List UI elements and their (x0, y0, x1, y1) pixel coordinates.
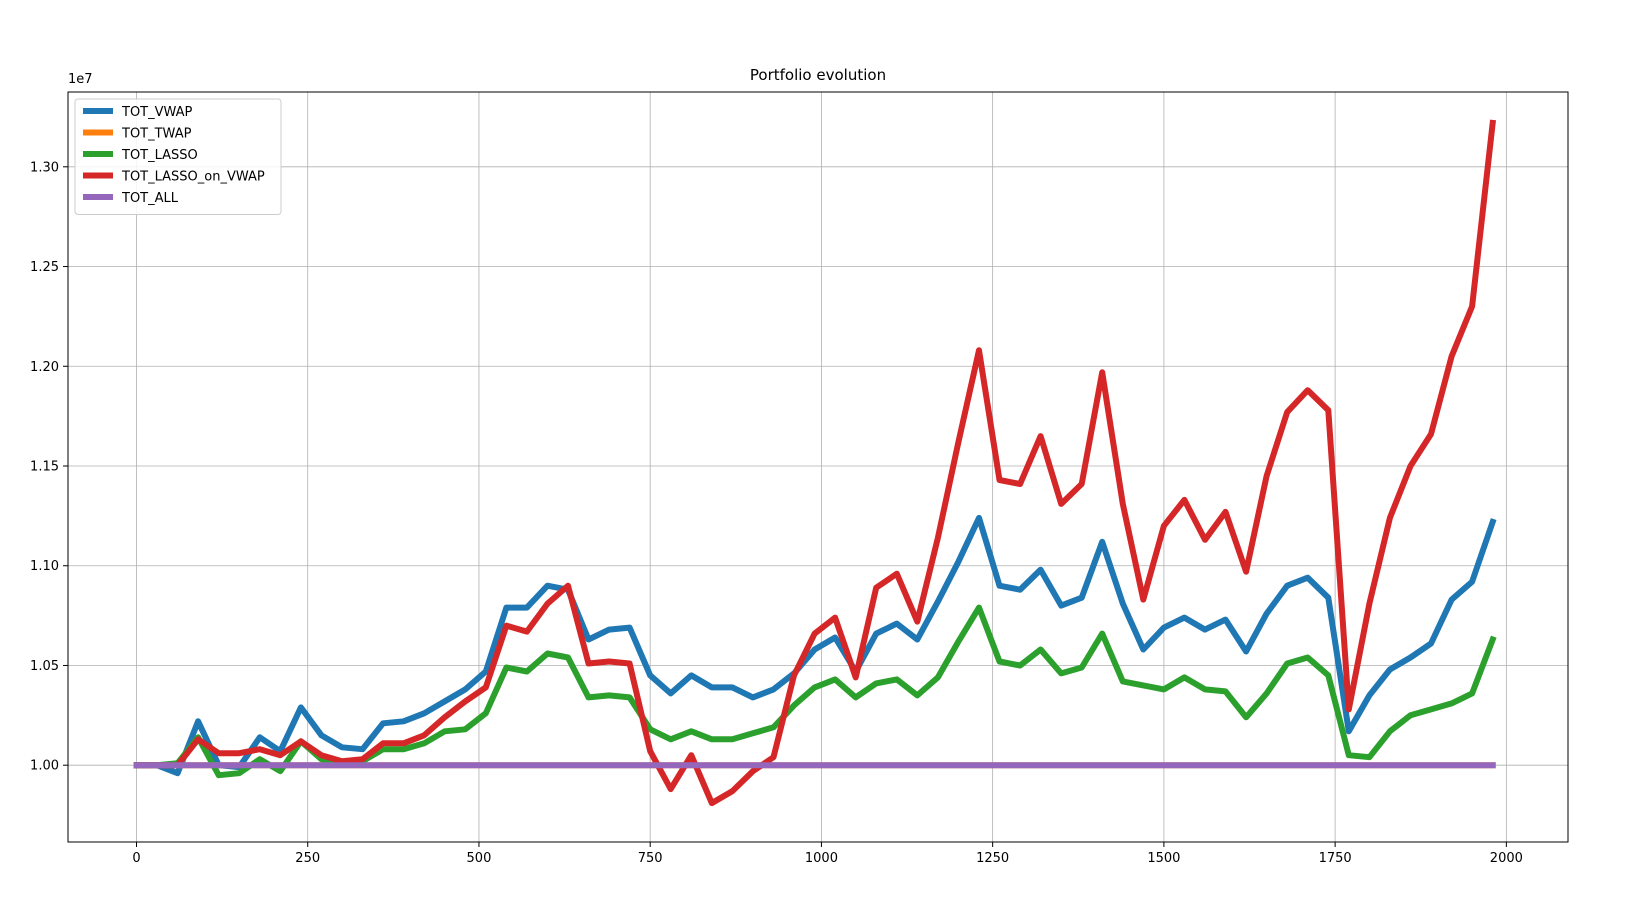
legend: TOT_VWAP TOT_TWAP TOT_LASSO TOT_LASSO_on_VW… (74, 98, 282, 215)
y-tick-label: 1.10 (30, 559, 59, 574)
y-tick-label: 1.20 (30, 360, 59, 375)
plot-frame (67, 91, 1569, 843)
legend-box (74, 98, 282, 215)
x-tick-label: 1750 (1319, 851, 1352, 866)
y-tick-label: 1.00 (30, 759, 59, 774)
y-axis: 1.00 1.05 1.10 1.15 1.20 1.25 1.30 (30, 160, 68, 774)
legend-label: TOT_LASSO (121, 148, 198, 163)
x-tick-label: 1500 (1147, 851, 1180, 866)
x-tick-label: 250 (295, 851, 320, 866)
x-tick-label: 750 (638, 851, 663, 866)
y-tick-label: 1.15 (30, 460, 59, 475)
y-tick-label: 1.05 (30, 659, 59, 674)
x-tick-label: 1000 (805, 851, 838, 866)
y-tick-label: 1.30 (30, 160, 59, 175)
legend-label: TOT_ALL (121, 191, 179, 206)
x-axis: 0 250 500 750 1000 1250 1500 1750 2000 (132, 842, 1523, 866)
x-tick-label: 1250 (976, 851, 1009, 866)
legend-label: TOT_TWAP (121, 127, 192, 142)
x-tick-label: 500 (467, 851, 492, 866)
legend-label: TOT_VWAP (121, 105, 193, 120)
series-line-tot-vwap (133, 514, 1497, 777)
legend-label: TOT_LASSO_on_VWAP (121, 170, 265, 185)
chart-title: Portfolio evolution (750, 66, 886, 84)
series-line-tot-lasso-on-vwap (133, 119, 1497, 807)
series-lines (133, 119, 1497, 807)
y-tick-label: 1.25 (30, 260, 59, 275)
x-tick-label: 0 (132, 851, 140, 866)
y-axis-offset-label: 1e7 (68, 72, 93, 87)
x-tick-label: 2000 (1490, 851, 1523, 866)
